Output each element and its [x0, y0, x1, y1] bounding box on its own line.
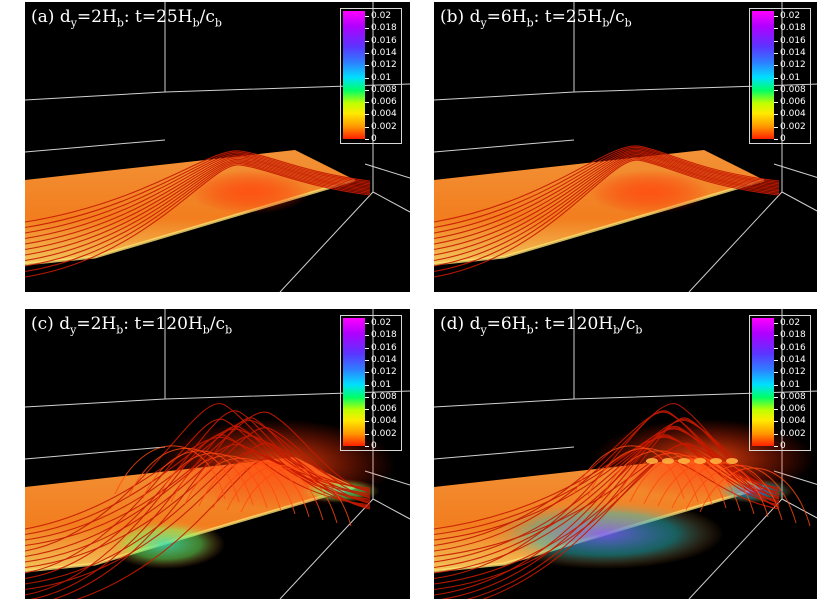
colorbar: 0.02 0.018 0.016 0.014 0.012 0.01 0.008 0.006 0.…	[749, 315, 811, 451]
colorbar-tick: 0.012	[774, 60, 810, 70]
colorbar-tick: 0.008	[774, 85, 810, 95]
colorbar-tick: 0	[365, 134, 401, 144]
colorbar-tick: 0.008	[365, 85, 401, 95]
colorbar-tick: 0.01	[365, 73, 401, 83]
colorbar-ticks: 0.02 0.018 0.016 0.014 0.012 0.01 0.008 0.006 0.…	[774, 9, 810, 144]
colorbar-tick: 0.01	[774, 380, 810, 390]
simulation-panel: (b) dy=6Hb: t=25Hb/cb 0.02 0.018 0.016 0.014…	[434, 2, 817, 292]
colorbar-tick: 0.014	[774, 48, 810, 58]
field-line-rendering	[434, 2, 817, 292]
colorbar-tick: 0.018	[365, 330, 401, 340]
sheet-bulge	[190, 170, 310, 214]
dy-value: 6	[500, 7, 512, 27]
magnetic-field-lines	[25, 150, 371, 278]
colorbar-tick: 0.01	[365, 380, 401, 390]
colorbar-tick: 0.02	[774, 11, 810, 21]
colorbar-tick: 0	[774, 441, 810, 451]
panel-title: (c) dy=2Hb: t=120Hb/cb	[31, 314, 233, 337]
colorbar-tick: 0.008	[774, 392, 810, 402]
colorbar-tick: 0.004	[365, 109, 401, 119]
colorbar-tick: 0.004	[774, 416, 810, 426]
colorbar-tick: 0	[365, 441, 401, 451]
colorbar: 0.02 0.018 0.016 0.014 0.012 0.01 0.008 0.006 0.…	[749, 8, 811, 144]
panel-label: (a)	[31, 7, 55, 27]
high-field-region	[105, 519, 225, 569]
sheet-bulge	[589, 170, 709, 214]
colorbar-tick: 0.002	[365, 122, 401, 132]
time-value: 120	[155, 314, 188, 334]
colorbar-tick: 0.002	[774, 429, 810, 439]
colorbar-tick: 0.02	[365, 318, 401, 328]
time-value: 120	[565, 314, 599, 334]
colorbar-tick: 0.012	[365, 367, 401, 377]
colorbar-tick: 0.018	[365, 23, 401, 33]
colorbar-tick: 0.008	[365, 392, 401, 402]
colorbar-tick: 0.004	[365, 416, 401, 426]
magnetic-field-lines	[25, 403, 371, 599]
panel-title: (a) dy=2Hb: t=25Hb/cb	[31, 7, 222, 30]
panel-label: (b)	[440, 7, 465, 27]
colorbar-tick: 0.006	[365, 97, 401, 107]
dy-value: 2	[91, 7, 102, 27]
dy-value: 2	[90, 314, 102, 334]
colorbar: 0.02 0.018 0.016 0.014 0.012 0.01 0.008 0.006 0.…	[340, 315, 402, 451]
colorbar-ticks: 0.02 0.018 0.016 0.014 0.012 0.01 0.008 0.006 0.…	[774, 316, 810, 451]
magnetic-field-lines	[434, 403, 811, 599]
colorbar-tick: 0.002	[774, 122, 810, 132]
magnetic-field-lines	[434, 145, 780, 278]
dy-value: 6	[500, 314, 512, 334]
colorbar-tick: 0.006	[774, 97, 810, 107]
colorbar-tick: 0.014	[774, 355, 810, 365]
bounding-box-frame	[25, 309, 410, 599]
colorbar-tick: 0.02	[365, 11, 401, 21]
high-field-region	[484, 499, 724, 569]
colorbar-tick: 0.02	[774, 318, 810, 328]
colorbar-tick: 0.018	[774, 330, 810, 340]
colorbar-tick: 0	[774, 134, 810, 144]
colorbar-tick: 0.004	[774, 109, 810, 119]
colorbar-tick: 0.014	[365, 48, 401, 58]
colorbar-tick: 0.002	[365, 429, 401, 439]
colorbar-tick: 0.006	[365, 404, 401, 414]
panel-label: (c)	[31, 314, 54, 334]
colorbar-gradient	[752, 318, 774, 446]
time-value: 25	[156, 7, 178, 27]
panel-title: (d) dy=6Hb: t=120Hb/cb	[440, 314, 643, 337]
colorbar-tick: 0.018	[774, 23, 810, 33]
bounding-box-frame	[25, 2, 410, 292]
colorbar-tick: 0.006	[774, 404, 810, 414]
colorbar-gradient	[343, 318, 365, 446]
colorbar-tick: 0.012	[365, 60, 401, 70]
colorbar-ticks: 0.02 0.018 0.016 0.014 0.012 0.01 0.008 0.006 0.…	[365, 9, 401, 144]
simulation-panel: (c) dy=2Hb: t=120Hb/cb 0.02 0.018 0.016 0.01…	[25, 309, 410, 599]
colorbar-tick: 0.016	[365, 343, 401, 353]
colorbar-gradient	[343, 11, 365, 139]
colorbar-ticks: 0.02 0.018 0.016 0.014 0.012 0.01 0.008 0.006 0.…	[365, 316, 401, 451]
colorbar-tick: 0.016	[774, 36, 810, 46]
simulation-panel: (d) dy=6Hb: t=120Hb/cb 0.02 0.018 0.016 0.01…	[434, 309, 817, 599]
panel-title: (b) dy=6Hb: t=25Hb/cb	[440, 7, 632, 30]
colorbar-tick: 0.014	[365, 355, 401, 365]
time-value: 25	[565, 7, 588, 27]
panel-label: (d)	[440, 314, 465, 334]
field-line-rendering	[25, 309, 410, 599]
colorbar-gradient	[752, 11, 774, 139]
colorbar-tick: 0.016	[365, 36, 401, 46]
colorbar-tick: 0.012	[774, 367, 810, 377]
field-line-rendering	[25, 2, 410, 292]
colorbar-tick: 0.016	[774, 343, 810, 353]
colorbar-tick: 0.01	[774, 73, 810, 83]
bounding-box-frame	[434, 2, 817, 292]
simulation-panel: (a) dy=2Hb: t=25Hb/cb 0.02 0.018 0.016 0.014…	[25, 2, 410, 292]
colorbar: 0.02 0.018 0.016 0.014 0.012 0.01 0.008 0.006 0.…	[340, 8, 402, 144]
